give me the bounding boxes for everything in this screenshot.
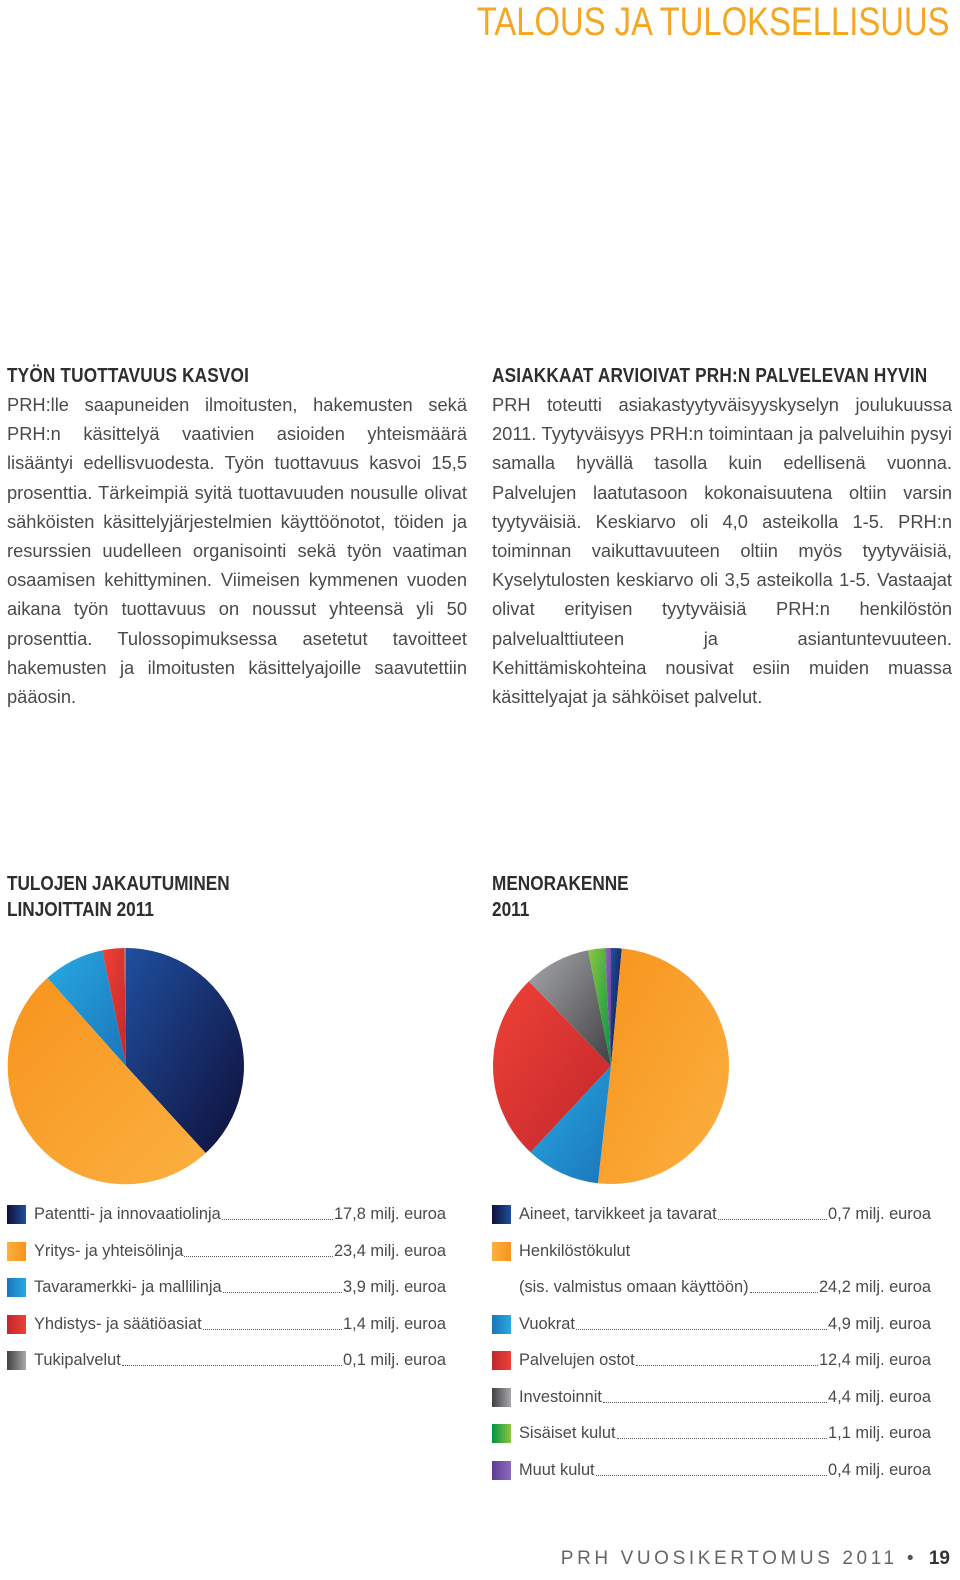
legend-label: Patentti- ja innovaatiolinja (34, 1205, 221, 1223)
legend-leader-dots (121, 1351, 343, 1366)
legend-label: Muut kulut (519, 1460, 595, 1479)
pie-slice-henkilostokulut (597, 948, 730, 1184)
legend-label: Aineet, tarvikkeet ja tavarat (519, 1205, 717, 1223)
income-chart-title: TULOJEN JAKAUTUMINEN LINJOITTAIN 2011 (7, 871, 230, 923)
legend-swatch (7, 1205, 26, 1224)
section-body-text: PRH toteutti asiakastyytyväisyyskyselyn … (492, 394, 952, 708)
legend-value: 0,4 milj. euroa (828, 1460, 931, 1479)
pie-slice-investoinnit (528, 950, 611, 1066)
legend-value: 0,7 milj. euroa (828, 1205, 931, 1223)
page-section-title: TALOUS JA TULOKSELLISUUS (477, 0, 950, 44)
pie-slice-vuokrat (530, 1066, 611, 1184)
legend-item-aineet-tarvikkeet-ja-tavarat: Aineet, tarvikkeet ja tavarat 0,7 milj. e… (492, 1205, 931, 1242)
legend-item-yhdistys-ja-saatioasiat: Yhdistys- ja säätiöasiat 1,4 milj. euroa (7, 1314, 446, 1352)
legend-value: 17,8 milj. euroa (333, 1205, 446, 1223)
chart-title-line: 2011 (492, 899, 530, 921)
legend-leader-dots (221, 1205, 333, 1220)
legend-swatch (492, 1241, 511, 1261)
legend-leader-dots (616, 1424, 828, 1439)
legend-item-continuation: (sis. valmistus omaan käyttöön) 24,2 milj… (492, 1278, 931, 1315)
legend-sublabel: (sis. valmistus omaan käyttöön) (519, 1278, 749, 1296)
pie-slice-patentti-ja-innovaatiolinja (126, 948, 244, 1154)
footer-separator: • (906, 1548, 914, 1569)
legend-value: 23,4 milj. euroa (333, 1241, 446, 1260)
legend-value: 4,9 milj. euroa (828, 1314, 931, 1333)
legend-value: 12,4 milj. euroa (818, 1351, 931, 1369)
page-number: 19 (928, 1548, 950, 1569)
legend-leader-dots (602, 1388, 828, 1403)
chart-title-line: MENORAKENNE (492, 873, 629, 895)
legend-swatch (7, 1278, 26, 1297)
legend-leader-dots (184, 1242, 333, 1257)
legend-item-muut-kulut: Muut kulut 0,4 milj. euroa (492, 1460, 931, 1498)
legend-swatch (492, 1424, 511, 1443)
legend-item-sisaiset-kulut: Sisäiset kulut 1,1 milj. euroa (492, 1424, 931, 1461)
section-heading: ASIAKKAAT ARVIOIVAT PRH:N PALVELEVAN HYV… (492, 365, 928, 387)
legend-value: 1,4 milj. euroa (343, 1314, 446, 1333)
legend-value: 0,1 milj. euroa (343, 1351, 446, 1369)
income-pie-chart (7, 948, 244, 1185)
legend-leader-dots (749, 1278, 818, 1293)
legend-leader-dots (595, 1461, 828, 1476)
page-footer: PRH VUOSIKERTOMUS 2011 • 19 (561, 1548, 950, 1570)
pie-slice-muut-kulut (604, 948, 611, 1066)
section-productivity: TYÖN TUOTTAVUUS KASVOI PRH:lle saapuneid… (7, 365, 467, 711)
pie-slice-palvelujen-ostot (492, 981, 611, 1153)
legend-swatch (7, 1351, 26, 1370)
income-legend: Patentti- ja innovaatiolinja 17,8 milj. e… (7, 1205, 446, 1388)
legend-swatch (7, 1241, 26, 1261)
legend-item-tavaramerkki-ja-mallilinja: Tavaramerkki- ja mallilinja 3,9 milj. eur… (7, 1278, 446, 1315)
pie-slice-aineet-tarvikkeet-ja-tavarat (611, 948, 622, 1066)
legend-label: Palvelujen ostot (519, 1351, 635, 1369)
legend-value: 4,4 milj. euroa (828, 1387, 931, 1406)
pie-slice-yritys-ja-yhteisolinja (7, 977, 206, 1185)
legend-swatch (492, 1460, 511, 1480)
expense-pie-chart (492, 948, 730, 1184)
legend-label: Investoinnit (519, 1387, 602, 1406)
pie-slice-yhdistys-ja-saatioasiat (102, 948, 126, 1066)
legend-label: Henkilöstökulut (519, 1241, 631, 1260)
legend-value: 24,2 milj. euroa (818, 1278, 931, 1296)
legend-label: Yritys- ja yhteisölinja (34, 1241, 184, 1260)
legend-leader-dots (635, 1351, 818, 1366)
legend-leader-dots (222, 1278, 343, 1293)
legend-leader-dots (575, 1315, 828, 1330)
pie-slice-sisaiset-kulut (588, 948, 611, 1066)
legend-value: 1,1 milj. euroa (828, 1424, 931, 1442)
legend-label: Tukipalvelut (34, 1351, 121, 1369)
publication-name: PRH VUOSIKERTOMUS 2011 (560, 1548, 898, 1569)
section-heading: TYÖN TUOTTAVUUS KASVOI (7, 365, 250, 387)
legend-swatch (7, 1314, 26, 1334)
legend-item-yritys-ja-yhteisolinja: Yritys- ja yhteisölinja 23,4 milj. euroa (7, 1241, 446, 1279)
chart-title-line: LINJOITTAIN 2011 (7, 899, 154, 921)
section-customer-satisfaction: ASIAKKAAT ARVIOIVAT PRH:N PALVELEVAN HYV… (492, 365, 952, 711)
expense-legend: Aineet, tarvikkeet ja tavarat 0,7 milj. e… (492, 1205, 931, 1497)
legend-value: 3,9 milj. euroa (343, 1278, 446, 1296)
legend-item-palvelujen-ostot: Palvelujen ostot 12,4 milj. euroa (492, 1351, 931, 1388)
section-body-text: PRH:lle saapuneiden ilmoitusten, hakemus… (7, 394, 467, 708)
legend-leader-dots (202, 1315, 343, 1330)
legend-label: Yhdistys- ja säätiöasiat (34, 1314, 202, 1333)
legend-swatch (492, 1205, 511, 1224)
legend-swatch (492, 1351, 511, 1370)
legend-swatch (492, 1387, 511, 1407)
legend-item-patentti-ja-innovaatiolinja: Patentti- ja innovaatiolinja 17,8 milj. e… (7, 1205, 446, 1242)
chart-title-line: TULOJEN JAKAUTUMINEN (7, 873, 230, 895)
legend-label: Vuokrat (519, 1314, 575, 1333)
legend-label: Tavaramerkki- ja mallilinja (34, 1278, 222, 1296)
pie-slice-tavaramerkki-ja-mallilinja (47, 950, 127, 1066)
pie-slice-tukipalvelut (124, 948, 126, 1066)
legend-item-tukipalvelut: Tukipalvelut 0,1 milj. euroa (7, 1351, 446, 1388)
expense-chart-title: MENORAKENNE 2011 (492, 871, 629, 923)
legend-item-henkilostokulut: Henkilöstökulut (492, 1241, 931, 1279)
legend-swatch (492, 1314, 511, 1334)
legend-item-investoinnit: Investoinnit 4,4 milj. euroa (492, 1387, 931, 1425)
legend-label: Sisäiset kulut (519, 1424, 616, 1442)
legend-leader-dots (717, 1205, 828, 1220)
legend-item-vuokrat: Vuokrat 4,9 milj. euroa (492, 1314, 931, 1352)
